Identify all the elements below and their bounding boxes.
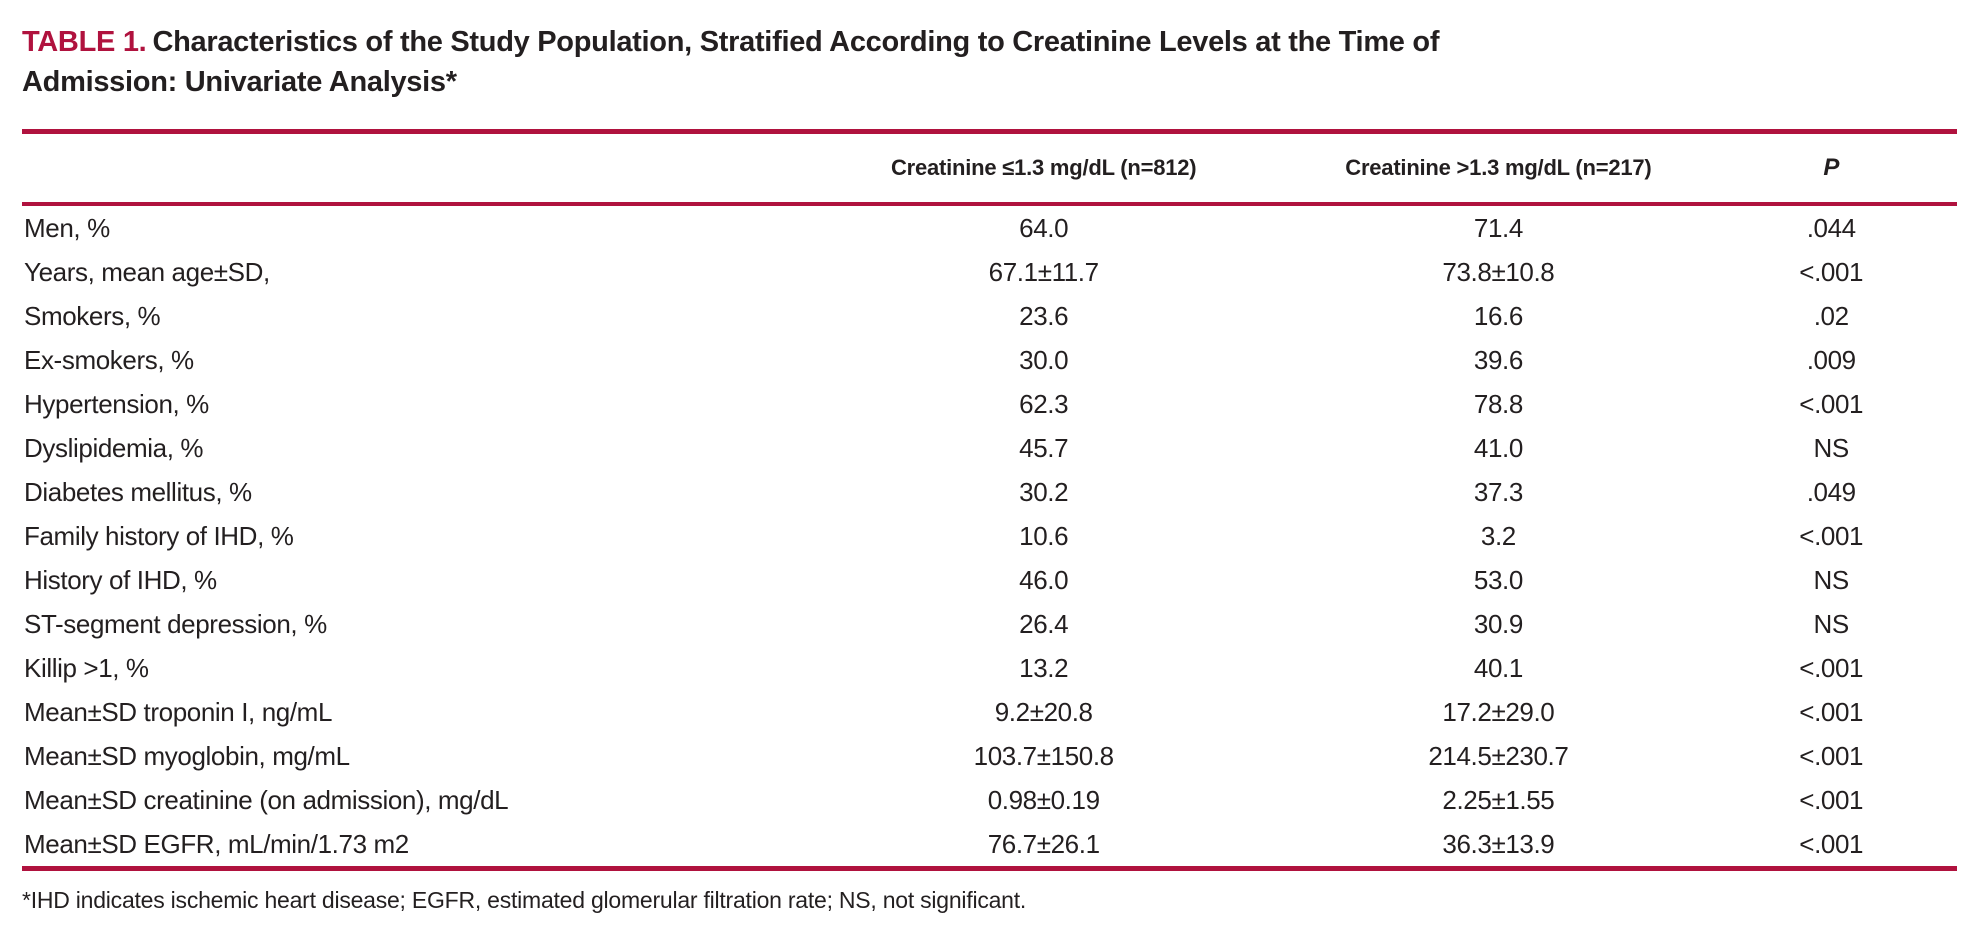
table-row: Mean±SD myoglobin, mg/mL 103.7±150.8 214.5… [22, 734, 1957, 778]
table-row: Years, mean age±SD, 67.1±11.7 73.8±10.8 <.0… [22, 250, 1957, 294]
value-creatinine-low: 76.7±26.1 [987, 828, 1100, 859]
table-row: Ex-smokers, % 30.0 39.6 .009 [22, 338, 1957, 382]
value-p: <.001 [1799, 256, 1864, 287]
value-creatinine-high: 2.25±1.55 [1442, 784, 1555, 815]
row-label: Mean±SD troponin I, ng/mL [24, 696, 333, 727]
value-creatinine-high: 53.0 [1473, 564, 1523, 595]
value-p: NS [1813, 564, 1850, 595]
value-p: <.001 [1799, 828, 1864, 859]
value-creatinine-high: 37.3 [1473, 476, 1523, 507]
table-row: Smokers, % 23.6 16.6 .02 [22, 294, 1957, 338]
value-p: NS [1813, 432, 1850, 463]
value-creatinine-high: 36.3±13.9 [1442, 828, 1555, 859]
table-row: Killip >1, % 13.2 40.1 <.001 [22, 646, 1957, 690]
row-label: Men, % [24, 212, 110, 243]
header-rule [22, 202, 1957, 206]
value-creatinine-high: 17.2±29.0 [1442, 696, 1555, 727]
value-p: <.001 [1799, 388, 1864, 419]
value-creatinine-low: 10.6 [1019, 520, 1069, 551]
paper-table-page: TABLE 1. Characteristics of the Study Pop… [22, 22, 1957, 913]
value-creatinine-low: 64.0 [1019, 212, 1069, 243]
row-label: Diabetes mellitus, % [24, 476, 252, 507]
table-number-label: TABLE 1. [22, 26, 147, 58]
table-row: Men, % 64.0 71.4 .044 [22, 206, 1957, 250]
table-header-row: Creatinine ≤1.3 mg/dL (n=812) Creatinine… [22, 134, 1957, 202]
value-p: .049 [1806, 476, 1856, 507]
value-p: <.001 [1799, 740, 1864, 771]
value-p: NS [1813, 608, 1850, 639]
value-creatinine-high: 71.4 [1473, 212, 1523, 243]
row-label: ST-segment depression, % [24, 608, 327, 639]
value-p: .044 [1806, 212, 1856, 243]
row-label: Family history of IHD, % [24, 520, 294, 551]
table-row: History of IHD, % 46.0 53.0 NS [22, 558, 1957, 602]
row-label: Ex-smokers, % [24, 344, 194, 375]
value-creatinine-low: 46.0 [1019, 564, 1069, 595]
value-creatinine-low: 45.7 [1019, 432, 1069, 463]
column-header-creatinine-high: Creatinine >1.3 mg/dL (n=217) [1345, 155, 1652, 180]
value-creatinine-low: 9.2±20.8 [994, 696, 1093, 727]
table-row: ST-segment depression, % 26.4 30.9 NS [22, 602, 1957, 646]
table-row: Family history of IHD, % 10.6 3.2 <.001 [22, 514, 1957, 558]
value-creatinine-low: 62.3 [1019, 388, 1069, 419]
value-creatinine-high: 214.5±230.7 [1428, 740, 1569, 771]
row-label: Mean±SD myoglobin, mg/mL [24, 740, 350, 771]
table-row: Mean±SD EGFR, mL/min/1.73 m2 76.7±26.1 36.… [22, 822, 1957, 866]
row-label: Hypertension, % [24, 388, 209, 419]
row-label: Years, mean age±SD, [24, 256, 270, 287]
table-row: Mean±SD creatinine (on admission), mg/dL… [22, 778, 1957, 822]
value-p: <.001 [1799, 652, 1864, 683]
column-header-p-value: P [1823, 154, 1840, 181]
table-row: Mean±SD troponin I, ng/mL 9.2±20.8 17.2±29… [22, 690, 1957, 734]
value-creatinine-low: 13.2 [1019, 652, 1069, 683]
value-creatinine-high: 78.8 [1473, 388, 1523, 419]
table-title: TABLE 1. Characteristics of the Study Pop… [22, 22, 1522, 102]
value-creatinine-high: 41.0 [1473, 432, 1523, 463]
value-p: <.001 [1799, 520, 1864, 551]
value-p: <.001 [1799, 696, 1864, 727]
row-label: History of IHD, % [24, 564, 217, 595]
top-rule [22, 129, 1957, 134]
bottom-rule [22, 866, 1957, 871]
value-p: .009 [1806, 344, 1856, 375]
value-creatinine-low: 26.4 [1019, 608, 1069, 639]
column-header-creatinine-low: Creatinine ≤1.3 mg/dL (n=812) [890, 155, 1197, 180]
value-creatinine-low: 23.6 [1019, 300, 1069, 331]
value-creatinine-high: 3.2 [1480, 520, 1516, 551]
table-body: Men, % 64.0 71.4 .044 Years, mean age±SD, 67.… [22, 206, 1957, 866]
table-row: Dyslipidemia, % 45.7 41.0 NS [22, 426, 1957, 470]
table-row: Hypertension, % 62.3 78.8 <.001 [22, 382, 1957, 426]
value-creatinine-low: 30.0 [1019, 344, 1069, 375]
row-label: Killip >1, % [24, 652, 149, 683]
row-label: Mean±SD EGFR, mL/min/1.73 m2 [24, 828, 409, 859]
value-creatinine-high: 73.8±10.8 [1442, 256, 1555, 287]
value-creatinine-low: 0.98±0.19 [987, 784, 1100, 815]
value-creatinine-high: 16.6 [1473, 300, 1523, 331]
row-label: Mean±SD creatinine (on admission), mg/dL [24, 784, 509, 815]
value-creatinine-high: 40.1 [1473, 652, 1523, 683]
value-p: <.001 [1799, 784, 1864, 815]
value-creatinine-low: 30.2 [1019, 476, 1069, 507]
characteristics-table: Creatinine ≤1.3 mg/dL (n=812) Creatinine… [22, 134, 1957, 871]
value-creatinine-high: 30.9 [1473, 608, 1523, 639]
table-footnote: *IHD indicates ischemic heart disease; E… [22, 887, 1027, 913]
value-creatinine-high: 39.6 [1473, 344, 1523, 375]
table-title-text: Characteristics of the Study Population,… [22, 26, 1440, 98]
value-creatinine-low: 67.1±11.7 [988, 256, 1099, 287]
value-p: .02 [1813, 300, 1849, 331]
table-row: Diabetes mellitus, % 30.2 37.3 .049 [22, 470, 1957, 514]
row-label: Smokers, % [24, 300, 161, 331]
value-creatinine-low: 103.7±150.8 [973, 740, 1114, 771]
row-label: Dyslipidemia, % [24, 432, 204, 463]
